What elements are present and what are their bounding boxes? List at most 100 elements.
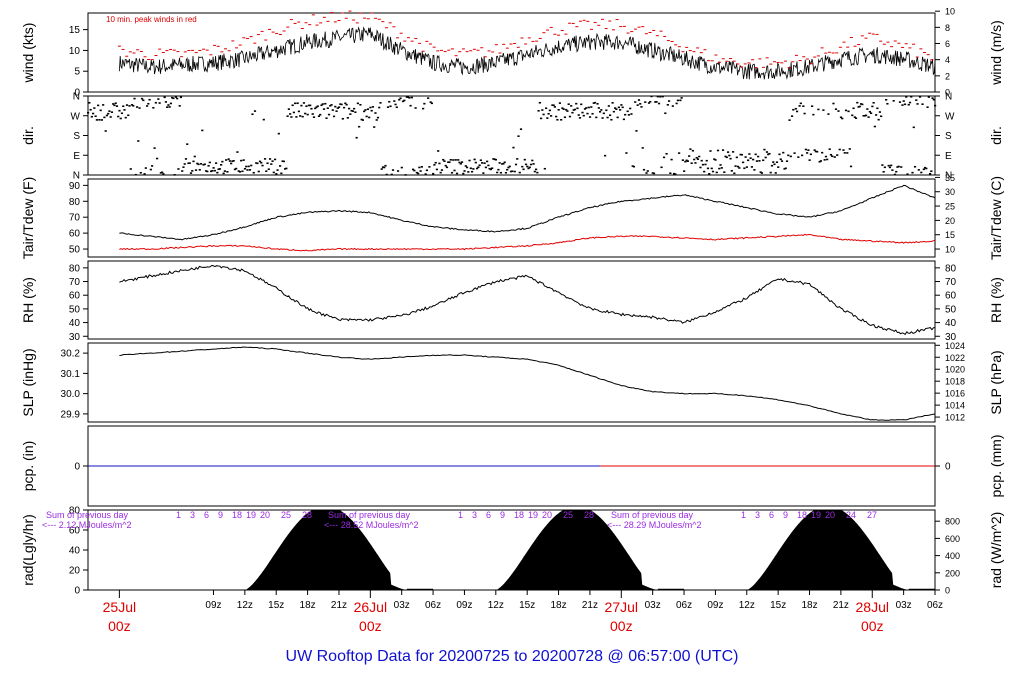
direction-point — [459, 162, 462, 165]
direction-point — [513, 170, 516, 173]
direction-point — [187, 162, 190, 165]
direction-point — [448, 161, 451, 164]
direction-point — [506, 168, 509, 171]
direction-point — [425, 169, 428, 172]
direction-point — [361, 119, 365, 121]
direction-point — [380, 168, 383, 170]
direction-point — [872, 101, 875, 104]
radiation-hour-mark: 3 — [755, 510, 760, 520]
direction-point — [647, 102, 651, 104]
direction-point — [644, 101, 647, 103]
direction-point — [831, 155, 834, 158]
direction-point — [171, 96, 174, 99]
direction-point — [577, 114, 580, 116]
direction-point — [635, 130, 638, 132]
direction-point — [526, 165, 529, 168]
wind-ylabel: wind (kts) — [20, 23, 36, 84]
direction-point — [649, 100, 652, 103]
direction-point — [827, 113, 830, 115]
direction-point — [676, 99, 679, 102]
direction-point — [864, 114, 868, 117]
direction-point — [690, 162, 693, 165]
direction-point — [723, 171, 726, 173]
direction-point — [148, 98, 151, 101]
direction-point — [344, 102, 347, 105]
radiation-ytick-label: 60 — [69, 526, 81, 537]
direction-point — [119, 117, 122, 120]
direction-point — [217, 168, 220, 171]
radiation-hour-mark: 19 — [811, 510, 821, 520]
direction-point — [129, 168, 132, 170]
direction-point — [592, 102, 595, 104]
direction-point — [483, 162, 486, 164]
direction-point — [652, 172, 656, 175]
direction-point — [178, 105, 181, 107]
direction-point — [445, 166, 449, 169]
direction-point — [198, 168, 201, 171]
time-tick-label: 06z — [676, 600, 692, 611]
direction-point — [475, 167, 479, 170]
direction-point — [465, 166, 469, 169]
direction-point — [88, 101, 91, 104]
direction-point — [666, 104, 669, 106]
direction-point — [660, 166, 663, 169]
day-label-time: 00z — [108, 618, 131, 634]
direction-point — [245, 165, 248, 168]
direction-point — [400, 166, 403, 169]
day-label-time: 00z — [861, 618, 884, 634]
direction-point — [684, 160, 687, 163]
direction-point — [920, 171, 923, 174]
radiation-hour-mark: 18 — [797, 510, 807, 520]
time-tick-label: 03z — [645, 600, 661, 611]
direction-point — [389, 105, 392, 108]
direction-point — [433, 164, 436, 166]
direction-point — [202, 163, 205, 166]
direction-point — [650, 95, 653, 98]
direction-point — [253, 110, 257, 112]
slp-ytick-label: 30.1 — [61, 369, 81, 380]
direction-point — [640, 106, 643, 108]
direction-point — [262, 118, 265, 121]
direction-point — [726, 151, 730, 153]
direction-point — [419, 170, 422, 172]
direction-point — [124, 116, 127, 119]
direction-point — [140, 97, 144, 100]
direction-point — [383, 166, 386, 169]
direction-point — [348, 107, 351, 110]
direction-point — [711, 170, 715, 173]
direction-point — [546, 117, 549, 119]
direction-point — [686, 160, 690, 162]
direction-point — [808, 159, 811, 161]
direction-point — [619, 109, 622, 111]
direction-point — [411, 168, 415, 171]
direction-point — [95, 119, 98, 121]
direction-point — [199, 163, 203, 165]
direction-point — [509, 170, 513, 173]
wind-ytick-right-label: 8 — [945, 23, 950, 33]
time-tick-label: 15z — [519, 600, 535, 611]
direction-point — [694, 162, 697, 164]
direction-point — [327, 113, 331, 116]
direction-point — [610, 118, 613, 121]
direction-point — [780, 160, 784, 162]
direction-point — [833, 156, 836, 158]
radiation-hour-mark: 25 — [281, 510, 291, 520]
direction-point — [752, 158, 755, 161]
direction-point — [704, 163, 707, 166]
direction-point — [309, 104, 312, 107]
direction-point — [931, 97, 934, 99]
direction-point — [216, 171, 219, 174]
direction-point — [408, 96, 411, 99]
direction-point — [921, 103, 924, 105]
direction-point — [310, 107, 313, 110]
direction-point — [842, 149, 845, 151]
direction-point — [228, 160, 231, 162]
direction-ytick-right-label: N — [945, 92, 952, 103]
radiation-hour-mark: 9 — [783, 510, 788, 520]
radiation-hour-mark: 18 — [232, 510, 242, 520]
direction-point — [428, 166, 431, 168]
direction-point — [581, 111, 584, 114]
direction-point — [300, 104, 303, 107]
direction-point — [890, 164, 893, 167]
time-tick-label: 12z — [237, 600, 253, 611]
